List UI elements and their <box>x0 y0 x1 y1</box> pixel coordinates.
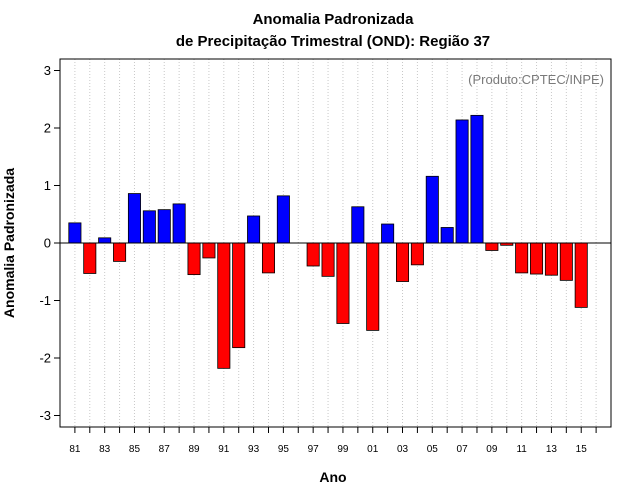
bar-1984 <box>113 242 127 262</box>
x-axis-ticks: 81 83 85 87 89 91 93 95 97 99 01 03 05 07 09 11 13 15 <box>69 427 597 455</box>
bar-1995 <box>276 195 290 244</box>
x-tick-label: 99 <box>337 444 349 455</box>
x-tick-label: 91 <box>218 444 230 455</box>
bar-1981 <box>68 222 82 244</box>
x-tick-label: 11 <box>516 444 527 455</box>
x-tick-label: 07 <box>457 444 469 455</box>
bar-1992 <box>232 242 246 349</box>
bar-2006 <box>440 227 454 244</box>
y-tick-label: 2 <box>44 121 51 136</box>
bar-2015 <box>574 242 588 308</box>
bar-2000 <box>351 206 365 244</box>
bar-2007 <box>455 119 469 244</box>
y-tick-label: 3 <box>44 63 51 78</box>
x-tick-label: 03 <box>397 444 409 455</box>
bar-1986 <box>142 210 156 244</box>
bar-2004 <box>410 242 424 266</box>
bar-1997 <box>306 242 320 267</box>
y-axis-ticks: -3 -2 -1 0 1 2 3 <box>39 63 60 423</box>
bar-2013 <box>544 242 558 276</box>
y-axis-label: Anomalia Padronizada <box>1 168 17 318</box>
source-annotation: (Produto:CPTEC/INPE) <box>468 72 604 87</box>
x-tick-label: 97 <box>308 444 320 455</box>
bar-2014 <box>559 242 573 281</box>
bar-2005 <box>425 175 439 244</box>
y-tick-label: 0 <box>44 236 51 251</box>
bar-2003 <box>396 242 410 282</box>
chart-subtitle: de Precipitação Trimestral (OND): Região… <box>176 33 490 50</box>
bar-2011 <box>515 242 529 274</box>
bar-1987 <box>157 209 171 244</box>
bar-1999 <box>336 242 350 324</box>
x-tick-label: 15 <box>576 444 588 455</box>
x-tick-label: 05 <box>427 444 439 455</box>
y-tick-label: -3 <box>39 408 51 423</box>
bar-1988 <box>172 203 186 244</box>
bar-2002 <box>381 223 395 244</box>
bar-2001 <box>366 242 380 331</box>
bar-series <box>68 114 588 369</box>
y-tick-label: 1 <box>44 178 51 193</box>
bar-1985 <box>127 193 141 244</box>
bar-2009 <box>485 242 499 251</box>
x-tick-label: 09 <box>486 444 498 455</box>
x-tick-label: 85 <box>129 444 141 455</box>
y-tick-label: -2 <box>39 351 51 366</box>
bar-1989 <box>187 242 201 276</box>
bar-1990 <box>202 242 216 259</box>
x-axis-label: Ano <box>319 469 346 485</box>
bar-1991 <box>217 242 231 369</box>
x-tick-label: 89 <box>188 444 200 455</box>
y-tick-label: -1 <box>39 293 51 308</box>
bar-1994 <box>261 242 275 274</box>
x-tick-label: 81 <box>69 444 81 455</box>
x-tick-label: 83 <box>99 444 111 455</box>
bar-2012 <box>530 242 544 275</box>
bar-2008 <box>470 114 484 244</box>
chart-title: Anomalia Padronizada <box>253 11 415 28</box>
bar-1982 <box>83 242 97 274</box>
x-tick-label: 93 <box>248 444 260 455</box>
x-tick-label: 13 <box>546 444 558 455</box>
bar-1983 <box>98 237 112 244</box>
x-tick-label: 01 <box>367 444 379 455</box>
x-tick-label: 95 <box>278 444 290 455</box>
x-tick-label: 87 <box>159 444 171 455</box>
bar-1993 <box>247 215 261 244</box>
bar-1998 <box>321 242 335 277</box>
